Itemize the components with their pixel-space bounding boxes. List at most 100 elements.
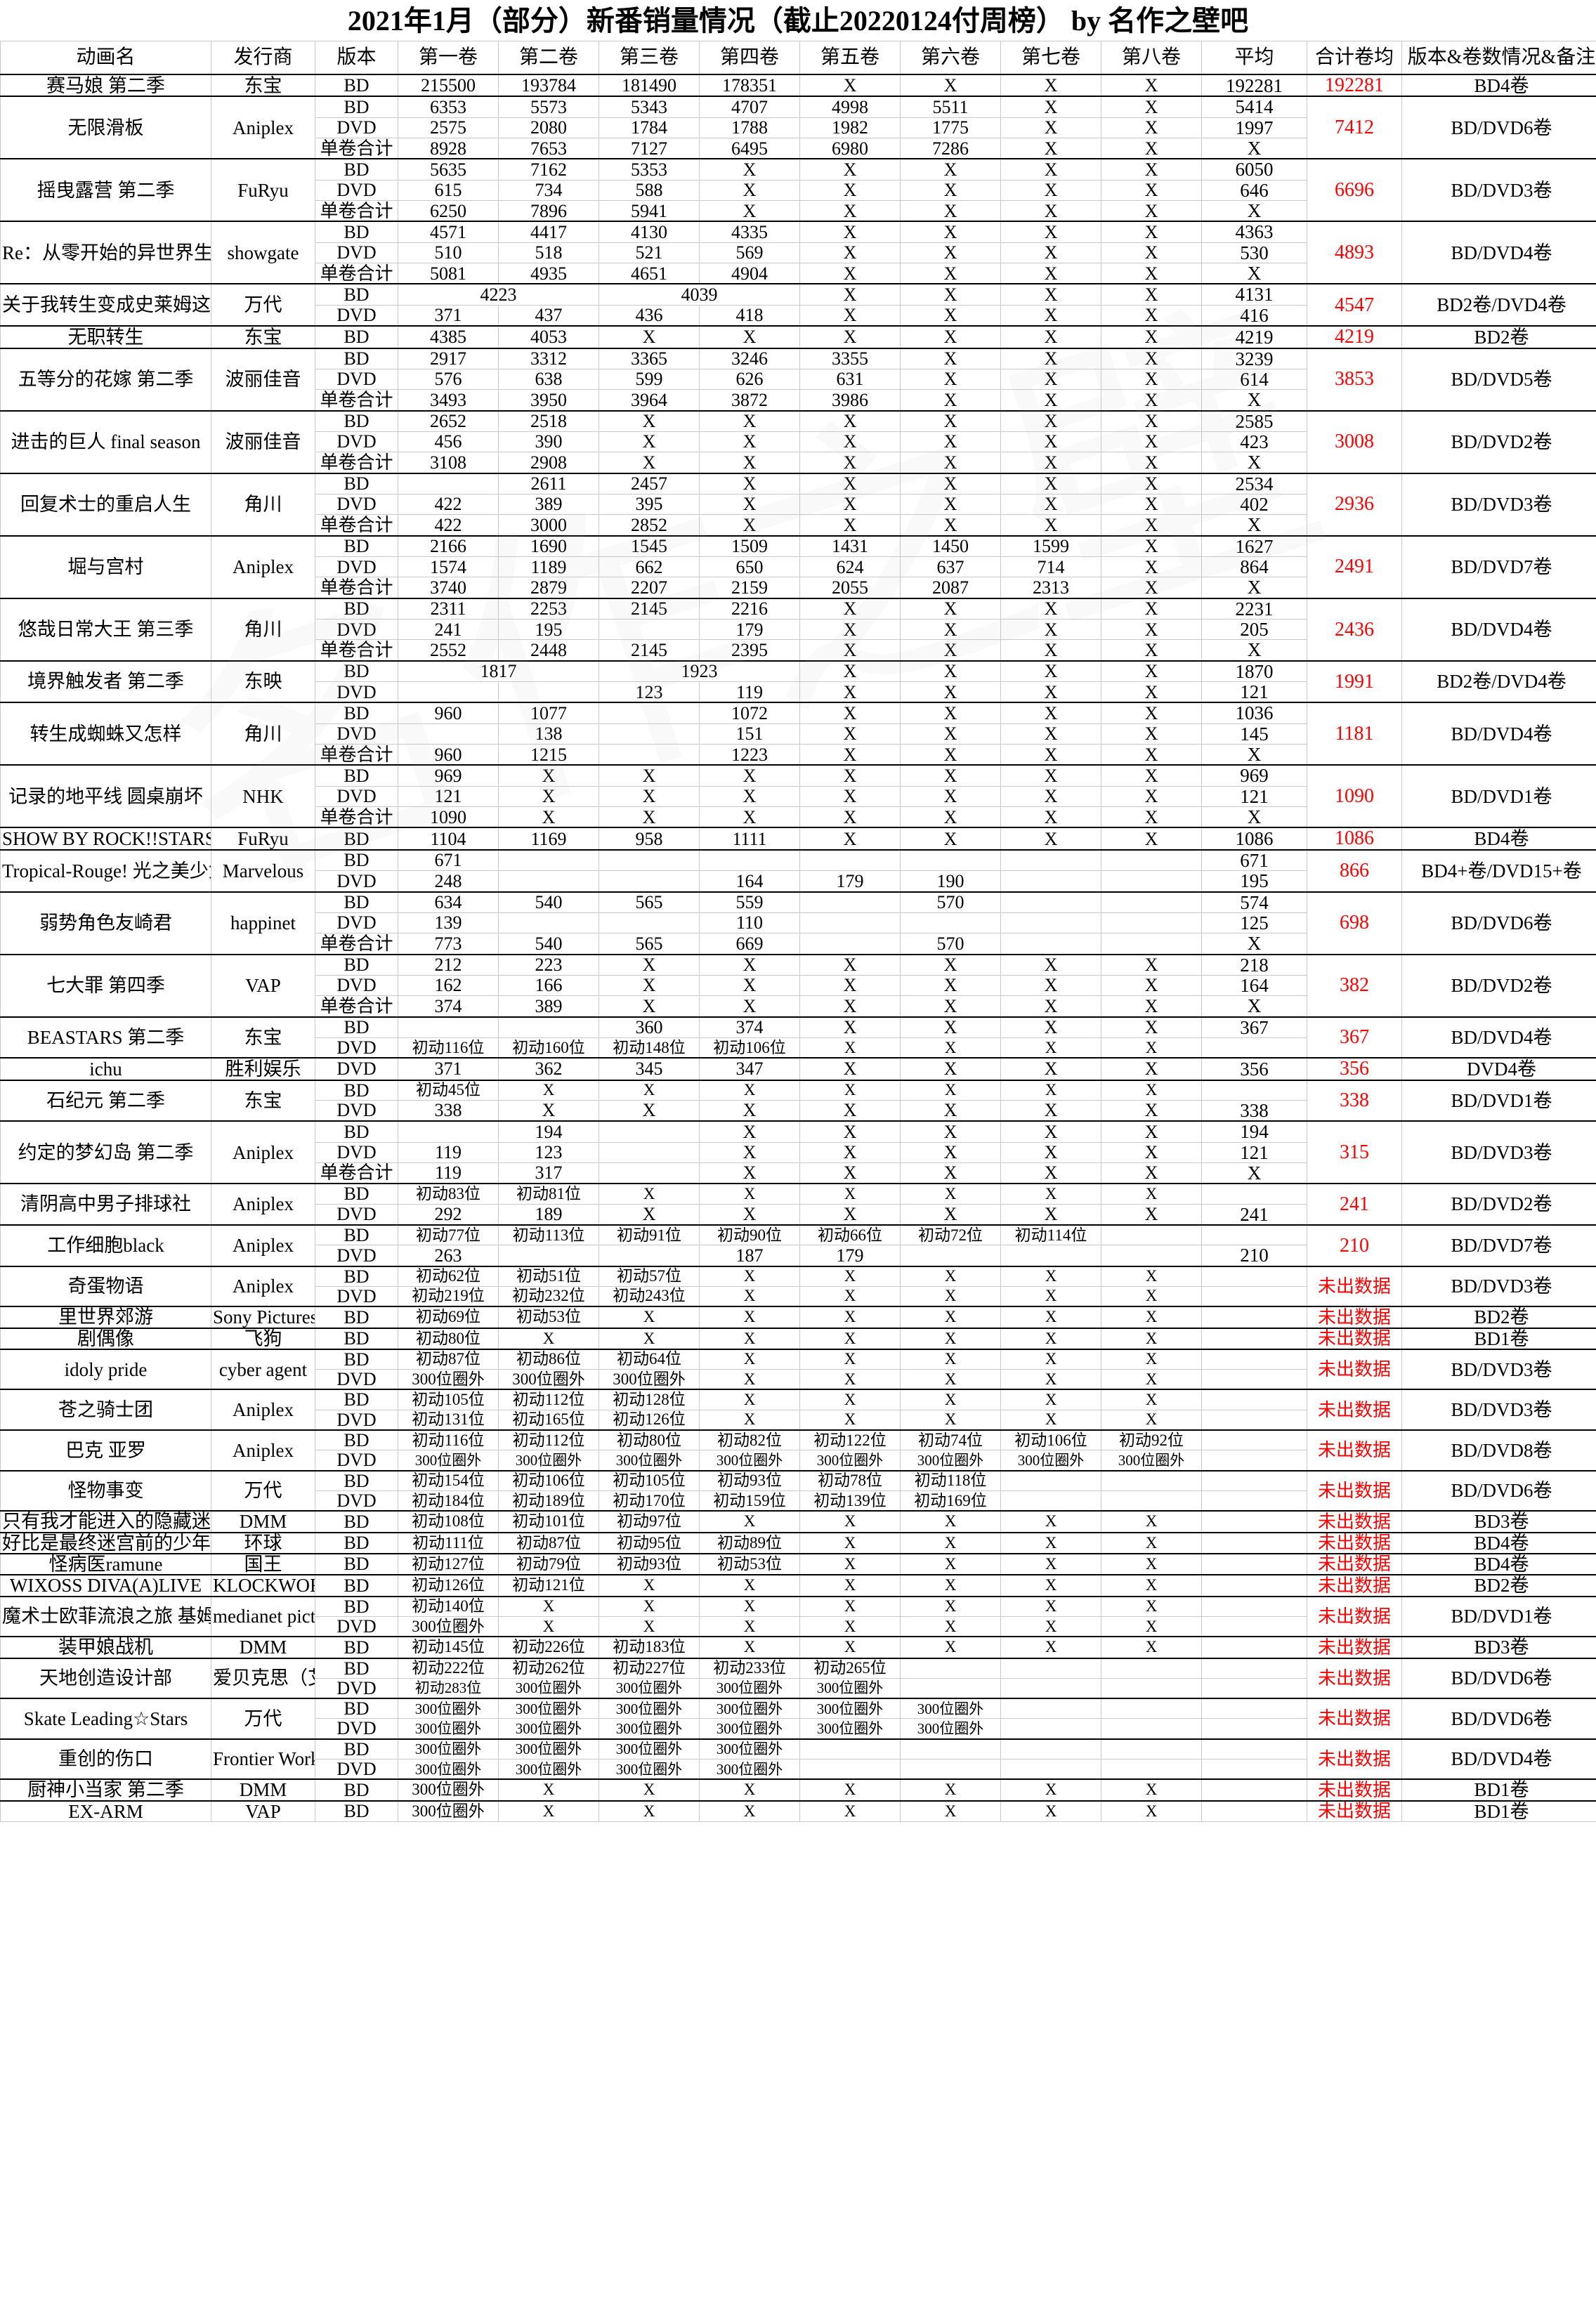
volume-value-cell: 初动139位 bbox=[799, 1490, 901, 1512]
table-row: idoly pride cyber agent BD 初动87位 初动86位 初动64位 X… bbox=[0, 1348, 1596, 1390]
volume-value-cell: X bbox=[1101, 200, 1202, 222]
notes-cell: BD/DVD4卷 bbox=[1401, 597, 1596, 662]
notes-cell: BD/DVD3卷 bbox=[1401, 1120, 1596, 1184]
volume-value-cell: X bbox=[1000, 452, 1101, 474]
volume-value-cell: X bbox=[1000, 1616, 1101, 1637]
volume-value-cell: 212 bbox=[398, 953, 499, 976]
format-cell: BD bbox=[315, 1429, 398, 1451]
anime-title-cell: 清阴高中男子排球社 bbox=[0, 1183, 211, 1226]
volume-value-cell: X bbox=[1000, 1079, 1101, 1101]
table-row: 五等分的花嫁 第二季 波丽佳音 BD 2917 3312 3365 3246 3355 X X X 3… bbox=[0, 347, 1596, 412]
volume-value-cell: X bbox=[900, 1285, 1001, 1307]
volume-value-cell: 初动78位 bbox=[799, 1469, 901, 1491]
anime-title-cell: 苍之骑士团 bbox=[0, 1389, 211, 1431]
no-data-badge: 未出数据 bbox=[1307, 1531, 1402, 1554]
volume-value-cell: X bbox=[1101, 681, 1202, 703]
volume-value-cell bbox=[1101, 1759, 1202, 1780]
average-cell: X bbox=[1201, 639, 1307, 662]
average-cell bbox=[1201, 1037, 1307, 1059]
volume-value-cell bbox=[799, 1759, 901, 1780]
average-cell: 1997 bbox=[1201, 117, 1307, 139]
format-cell: BD bbox=[315, 1636, 398, 1659]
publisher-cell: 万代 bbox=[211, 1698, 315, 1740]
volume-value-cell: X bbox=[799, 1203, 901, 1226]
average-cell: 423 bbox=[1201, 431, 1307, 453]
publisher-cell: Aniplex bbox=[211, 1265, 315, 1307]
format-cell: BD bbox=[315, 1778, 398, 1802]
volume-value-cell: X bbox=[799, 1141, 901, 1163]
publisher-cell: 角川 bbox=[211, 702, 315, 766]
volume-value-cell: X bbox=[598, 325, 700, 349]
page-title: 2021年1月（部分）新番销量情况（截止20220124付周榜） by 名作之壁… bbox=[347, 5, 1249, 37]
overall-average-cell: 382 bbox=[1307, 953, 1402, 1018]
volume-value-cell: 4053 bbox=[498, 325, 599, 349]
format-cell: BD bbox=[315, 764, 398, 787]
volume-value-cell: 初动226位 bbox=[498, 1636, 599, 1659]
anime-title-cell: 弱势角色友崎君 bbox=[0, 891, 211, 955]
average-cell bbox=[1201, 1718, 1307, 1740]
volume-value-cell: 248 bbox=[398, 870, 499, 893]
volume-value-cell: X bbox=[900, 785, 1001, 808]
average-cell: X bbox=[1201, 263, 1307, 284]
volume-value-cell: 3355 bbox=[799, 347, 901, 369]
volume-value-cell: X bbox=[1101, 242, 1202, 264]
volume-value-cell: 初动80位 bbox=[398, 1327, 499, 1350]
anime-title-cell: Re：从零开始的异世界生活 第二季 后半 bbox=[0, 221, 211, 284]
volume-value-cell: X bbox=[699, 1409, 800, 1431]
anime-title-cell: 无职转生 bbox=[0, 325, 211, 349]
volume-value-cell: 300位圈外 bbox=[498, 1450, 599, 1472]
volume-value-cell: 300位圈外 bbox=[498, 1677, 599, 1699]
volume-value-cell: X bbox=[900, 1800, 1001, 1823]
table-row: 约定的梦幻岛 第二季 Aniplex BD 194 X X X X X 194 315 BD/DVD3… bbox=[0, 1120, 1596, 1184]
volume-value-cell: X bbox=[900, 1079, 1001, 1101]
volume-value-cell bbox=[799, 848, 901, 872]
volume-value-cell: 300位圈外 bbox=[699, 1450, 800, 1472]
volume-value-cell: 1923 bbox=[598, 660, 800, 683]
volume-value-cell bbox=[598, 1245, 700, 1267]
table-row: DVD 248 164 179 190 195 bbox=[1, 870, 1596, 893]
volume-value-cell bbox=[799, 1738, 901, 1760]
publisher-cell: 东宝 bbox=[211, 325, 315, 349]
volume-value-cell: X bbox=[699, 1616, 800, 1637]
volume-value-cell: X bbox=[900, 597, 1001, 620]
publisher-cell: NHK bbox=[211, 764, 315, 828]
volume-value-cell: 初动82位 bbox=[699, 1429, 800, 1451]
format-cell: DVD bbox=[315, 681, 398, 703]
volume-value-cell: X bbox=[1101, 1348, 1202, 1370]
volume-value-cell bbox=[1000, 870, 1101, 893]
volume-value-cell: 300位圈外 bbox=[398, 1369, 499, 1390]
overall-average-cell: 3008 bbox=[1307, 409, 1402, 474]
volume-value-cell: X bbox=[1000, 1099, 1101, 1122]
average-cell bbox=[1201, 1450, 1307, 1472]
average-cell: 338 bbox=[1201, 1099, 1307, 1122]
volume-value-cell: X bbox=[900, 1616, 1001, 1637]
publisher-cell: 角川 bbox=[211, 597, 315, 662]
volume-value-cell: 初动101位 bbox=[498, 1510, 599, 1533]
anime-title-cell: 天地创造设计部 bbox=[0, 1657, 211, 1699]
volume-value-cell: 300位圈外 bbox=[900, 1698, 1001, 1719]
volume-value-cell: X bbox=[1000, 514, 1101, 537]
volume-value-cell: X bbox=[1101, 179, 1202, 202]
volume-value-cell: X bbox=[900, 1409, 1001, 1431]
notes-cell: BD/DVD8卷 bbox=[1401, 1429, 1596, 1472]
overall-average-cell: 2491 bbox=[1307, 535, 1402, 599]
table-row: 装甲娘战机 DMM BD 初动145位 初动226位 初动183位 X X X X X 未出数据 BD3… bbox=[0, 1636, 1596, 1659]
volume-value-cell: X bbox=[799, 1595, 901, 1617]
volume-value-cell: 2395 bbox=[699, 639, 800, 662]
volume-value-cell bbox=[598, 912, 700, 934]
volume-value-cell: 1690 bbox=[498, 535, 599, 557]
table-row: 单卷合计 8928 7653 7127 6495 6980 7286 X X X bbox=[1, 138, 1596, 159]
volume-value-cell: X bbox=[699, 452, 800, 474]
volume-value-cell: 初动87位 bbox=[498, 1531, 599, 1554]
volume-value-cell: 4707 bbox=[699, 96, 800, 118]
average-cell: 3239 bbox=[1201, 347, 1307, 369]
anime-title-cell: 记录的地平线 圆桌崩坏 bbox=[0, 764, 211, 828]
volume-value-cell: 初动106位 bbox=[1000, 1429, 1101, 1451]
volume-value-cell: 3950 bbox=[498, 389, 599, 412]
volume-value-cell: 510 bbox=[398, 242, 499, 264]
volume-value-cell: X bbox=[1000, 242, 1101, 264]
volume-value-cell: 371 bbox=[398, 1057, 499, 1081]
volume-value-cell: X bbox=[1101, 577, 1202, 599]
publisher-cell: 东宝 bbox=[211, 73, 315, 97]
